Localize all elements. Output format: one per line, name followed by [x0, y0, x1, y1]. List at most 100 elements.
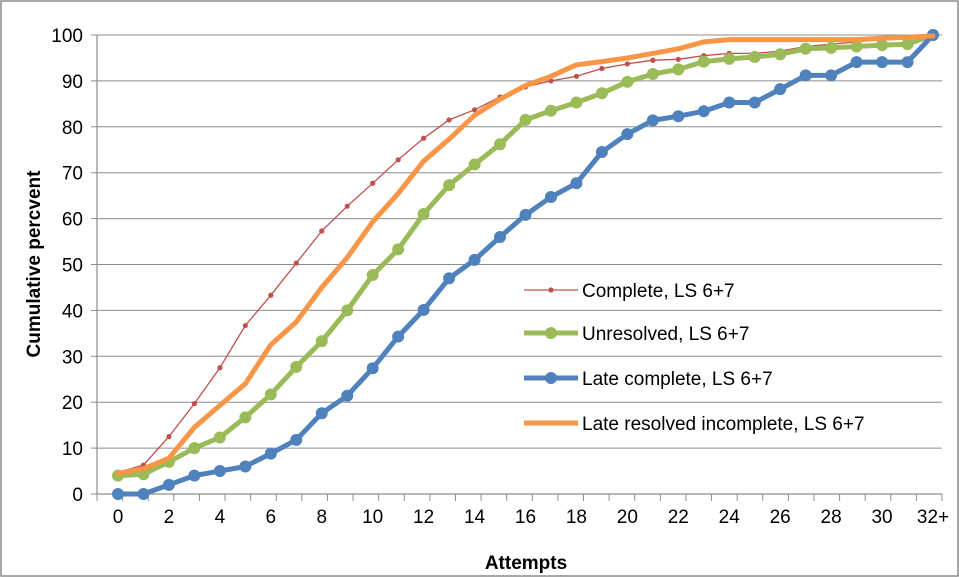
x-tick-label: 6	[266, 507, 277, 528]
data-point	[595, 146, 608, 159]
data-point	[723, 96, 736, 109]
data-point	[651, 51, 655, 55]
data-point	[774, 83, 787, 96]
data-point	[519, 208, 532, 221]
x-tick-label: 28	[821, 507, 842, 528]
data-point	[344, 203, 350, 209]
data-point	[315, 335, 328, 348]
data-point	[392, 243, 405, 256]
data-point	[854, 37, 859, 42]
data-point	[392, 330, 405, 343]
data-point	[218, 403, 222, 408]
data-point	[472, 113, 477, 117]
data-point	[573, 73, 580, 79]
y-tick-label: 80	[62, 118, 83, 139]
y-axis-title: Cumulative percvent	[24, 170, 45, 358]
data-point	[523, 83, 528, 88]
y-axis-ticks: 0 10 20 30 40 50 60 70 80 90 100	[51, 26, 97, 506]
data-point	[876, 39, 889, 52]
data-point	[471, 107, 478, 113]
data-point	[116, 471, 120, 475]
data-point	[371, 220, 375, 224]
data-point	[370, 180, 376, 186]
x-tick-label: 18	[566, 507, 587, 528]
x-tick-label: 2	[164, 507, 175, 528]
data-point	[778, 37, 782, 42]
data-point	[468, 253, 481, 266]
data-point	[468, 158, 481, 171]
data-point	[137, 488, 150, 500]
x-tick-label: 22	[668, 507, 689, 528]
legend-label: Complete, LS 6+7	[582, 281, 735, 302]
data-point	[804, 37, 808, 42]
legend-swatch-marker	[545, 327, 557, 339]
data-point	[825, 41, 838, 54]
data-point	[443, 179, 456, 192]
data-point	[141, 467, 146, 471]
data-point	[242, 322, 248, 329]
data-point	[269, 343, 273, 347]
data-point	[293, 260, 299, 266]
data-point	[421, 135, 427, 141]
series-unresolved	[112, 29, 939, 482]
x-tick-label: 14	[464, 507, 486, 528]
data-point	[548, 78, 554, 84]
data-point	[366, 269, 379, 282]
data-point	[188, 442, 201, 455]
gridlines	[97, 34, 942, 449]
data-point	[646, 114, 659, 127]
data-point	[239, 460, 252, 473]
legend-swatch-marker	[549, 421, 553, 425]
data-point	[544, 104, 557, 117]
data-point	[570, 177, 583, 190]
data-point	[494, 230, 507, 243]
series-layer	[112, 29, 939, 500]
data-point	[574, 63, 579, 67]
x-tick-label: 26	[770, 507, 791, 528]
data-point	[447, 137, 451, 141]
x-tick-label: 30	[871, 507, 892, 528]
data-point	[341, 389, 354, 402]
x-tick-label: 24	[719, 507, 741, 528]
data-point	[880, 36, 884, 40]
data-point	[192, 425, 197, 430]
data-point	[672, 63, 685, 76]
y-tick-label: 0	[72, 485, 83, 506]
data-point	[290, 433, 303, 446]
y-tick-label: 10	[62, 439, 83, 460]
data-point	[290, 360, 303, 373]
data-point	[345, 256, 349, 260]
data-point	[417, 208, 430, 221]
data-point	[498, 97, 502, 101]
legend-label: Late resolved incomplete, LS 6+7	[582, 414, 865, 435]
data-point	[675, 56, 681, 62]
y-tick-label: 60	[62, 210, 83, 231]
data-point	[264, 447, 277, 460]
data-point	[621, 128, 634, 141]
data-point	[905, 35, 910, 39]
data-point	[625, 56, 629, 60]
legend-label: Unresolved, LS 6+7	[582, 324, 749, 345]
data-point	[570, 96, 583, 109]
series-late-complete	[112, 29, 939, 500]
data-point	[167, 456, 171, 460]
data-point	[319, 228, 325, 234]
data-point	[650, 57, 656, 63]
data-point	[519, 113, 532, 126]
legend: Complete, LS 6+7 Unresolved, LS 6+7 Late c…	[524, 281, 865, 435]
data-point	[829, 37, 833, 42]
data-point	[217, 365, 223, 371]
data-point	[243, 382, 247, 386]
legend-swatch-marker	[545, 372, 557, 384]
data-point	[544, 191, 557, 204]
data-point	[799, 69, 812, 82]
data-point	[366, 362, 379, 375]
y-tick-label: 90	[62, 72, 83, 93]
data-point	[494, 138, 507, 151]
data-point	[624, 61, 630, 67]
data-point	[443, 272, 456, 285]
data-point	[672, 110, 685, 123]
data-point	[239, 411, 252, 424]
